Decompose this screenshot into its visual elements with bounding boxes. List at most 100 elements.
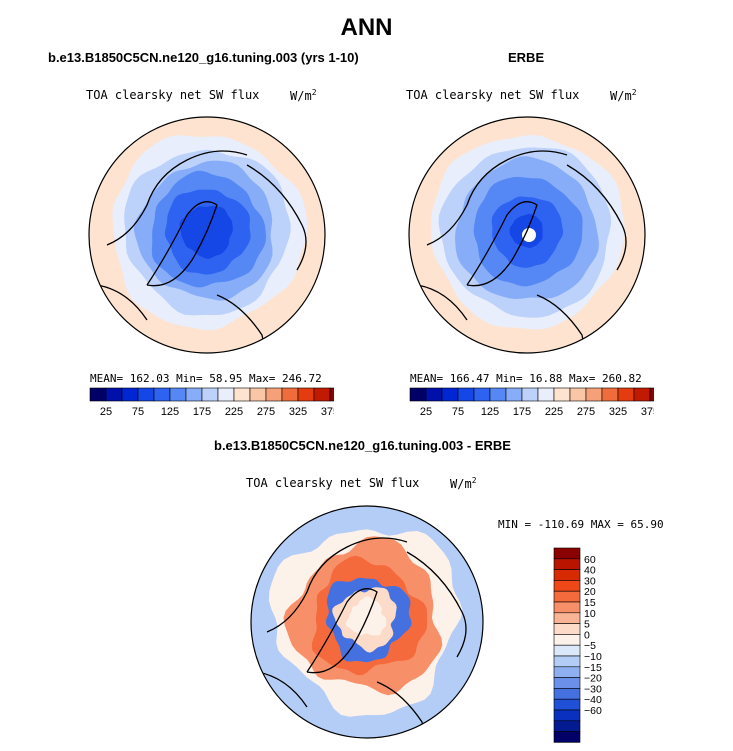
colorbar-2-swatch-13: [601, 387, 619, 402]
colorbar-1-tick-label: 125: [161, 406, 179, 418]
colorbar-2-swatch-8: [521, 387, 539, 402]
colorbar-2-swatch-11: [569, 387, 587, 402]
colorbar-3-swatch-15: [553, 698, 581, 711]
panel-3-stats: MIN = -110.69 MAX = 65.90: [498, 518, 664, 531]
colorbar-3-swatch-1: [553, 547, 581, 560]
panel-2-variable-label: TOA clearsky net SW flux: [406, 88, 580, 102]
colorbar-3-tick-label: 60: [584, 554, 596, 566]
colorbar-1-swatch-4: [137, 387, 155, 402]
map-1-coastline-2: [106, 150, 248, 246]
colorbar-2-swatch-1: [409, 387, 427, 402]
colorbar-2-tick-label: 125: [481, 406, 499, 418]
colorbar-3-tick-label: 40: [584, 565, 596, 577]
panel-1-map: [88, 116, 326, 354]
colorbar-1-swatch-11: [249, 387, 267, 402]
colorbar-3-swatch-8: [553, 623, 581, 635]
colorbar-1-swatch-7: [185, 387, 203, 402]
colorbar-2-swatch-6: [489, 387, 507, 402]
colorbar-3-swatch-12: [553, 666, 581, 678]
colorbar-2-tick-label: 225: [545, 406, 563, 418]
panel-2-units: W/m2: [610, 88, 637, 103]
map-3-coastline-3: [406, 551, 467, 658]
colorbar-3-tick-label: −40: [584, 694, 602, 706]
colorbar-3-swatch-4: [553, 580, 581, 592]
colorbar-1-tick-label: 75: [132, 406, 144, 418]
map-3-outline: [250, 505, 484, 739]
colorbar-3-tick-label: 10: [584, 608, 596, 620]
panel-1-colorbar: 25 75 125 175 225 275 325 375: [89, 387, 334, 418]
panel-2-colorbar: 25 75 125 175 225 275 325 375: [409, 387, 654, 418]
map-2-missing-pole: [522, 228, 536, 242]
colorbar-2-tick-label: 275: [577, 406, 595, 418]
colorbar-1-swatch-16: [329, 387, 334, 402]
panel-1-stats: MEAN= 162.03 Min= 58.95 Max= 246.72: [90, 372, 322, 385]
colorbar-3-tick-label: −20: [584, 673, 602, 685]
colorbar-2-swatch-10: [553, 387, 571, 402]
colorbar-1-swatch-13: [281, 387, 299, 402]
map-1-outline: [88, 116, 326, 354]
colorbar-3-swatch-14: [553, 688, 581, 700]
panel-2-map: [408, 116, 646, 354]
colorbar-1-swatch-5: [153, 387, 171, 402]
map-2-coastline-4: [536, 294, 584, 353]
colorbar-1-tick-label: 275: [257, 406, 275, 418]
colorbar-1-tick-label: 175: [193, 406, 211, 418]
colorbar-2-swatch-7: [505, 387, 523, 402]
colorbar-3-tick-label: −10: [584, 651, 602, 663]
panel-2-stats: MEAN= 166.47 Min= 16.88 Max= 260.82: [410, 372, 642, 385]
colorbar-3-swatch-3: [553, 569, 581, 581]
colorbar-3-tick-label: 5: [584, 619, 590, 631]
colorbar-3-tick-label: −5: [584, 640, 596, 652]
map-3-coastline-2: [266, 537, 408, 633]
colorbar-1-swatch-15: [313, 387, 331, 402]
colorbar-1-tick-label: 25: [100, 406, 112, 418]
colorbar-1-swatch-8: [201, 387, 219, 402]
panel-3-units: W/m2: [450, 476, 477, 491]
colorbar-1-swatch-10: [233, 387, 251, 402]
map-3-contour-band-7: [345, 596, 387, 636]
colorbar-3-swatch-13: [553, 677, 581, 689]
colorbar-3-tick-label: −60: [584, 705, 602, 717]
colorbar-1-swatch-1: [89, 387, 107, 402]
map-2-outline: [408, 116, 646, 354]
colorbar-3-tick-label: 15: [584, 597, 596, 609]
colorbar-2-swatch-12: [585, 387, 603, 402]
colorbar-3-tick-label: −15: [584, 662, 602, 674]
panel-2-title: ERBE: [508, 50, 545, 65]
colorbar-3-swatch-6: [553, 601, 581, 614]
colorbar-3-swatch-16: [553, 709, 581, 722]
panel-1-title: b.e13.B1850C5CN.ne120_g16.tuning.003 (yr…: [48, 50, 359, 65]
map-2-coastline-5: [416, 284, 468, 321]
map-3-coastline-1: [306, 588, 378, 674]
colorbar-1-swatch-14: [297, 387, 315, 402]
colorbar-2-swatch-9: [537, 387, 555, 402]
panel-3-title: b.e13.B1850C5CN.ne120_g16.tuning.003 - E…: [214, 438, 511, 453]
map-1-coastline-1: [146, 201, 218, 287]
panel-1-variable-label: TOA clearsky net SW flux: [86, 88, 260, 102]
colorbar-1-swatch-12: [265, 387, 283, 402]
colorbar-1-tick-label: 375: [321, 406, 334, 418]
colorbar-3-swatch-17: [553, 720, 581, 732]
map-2-coastline-1: [466, 201, 538, 287]
colorbar-2-swatch-2: [425, 387, 443, 402]
map-1-coastline-3: [246, 164, 307, 271]
colorbar-1-swatch-6: [169, 387, 187, 402]
panel-3-variable-label: TOA clearsky net SW flux: [246, 476, 420, 490]
colorbar-2-tick-label: 25: [420, 406, 432, 418]
colorbar-1-swatch-9: [217, 387, 235, 402]
colorbar-3-swatch-10: [553, 644, 581, 657]
map-1-coastline-4: [216, 294, 264, 353]
colorbar-3-swatch-7: [553, 612, 581, 624]
colorbar-3-swatch-5: [553, 590, 581, 603]
colorbar-2-tick-label: 325: [609, 406, 627, 418]
map-2-coastline-3: [566, 164, 627, 271]
colorbar-3-tick-label: −30: [584, 683, 602, 695]
colorbar-1-tick-label: 325: [289, 406, 307, 418]
colorbar-2-swatch-14: [617, 387, 635, 402]
colorbar-1-swatch-2: [105, 387, 123, 402]
colorbar-2-swatch-4: [457, 387, 475, 402]
colorbar-2-tick-label: 375: [641, 406, 654, 418]
colorbar-3-swatch-18: [553, 731, 581, 743]
colorbar-2-tick-label: 75: [452, 406, 464, 418]
